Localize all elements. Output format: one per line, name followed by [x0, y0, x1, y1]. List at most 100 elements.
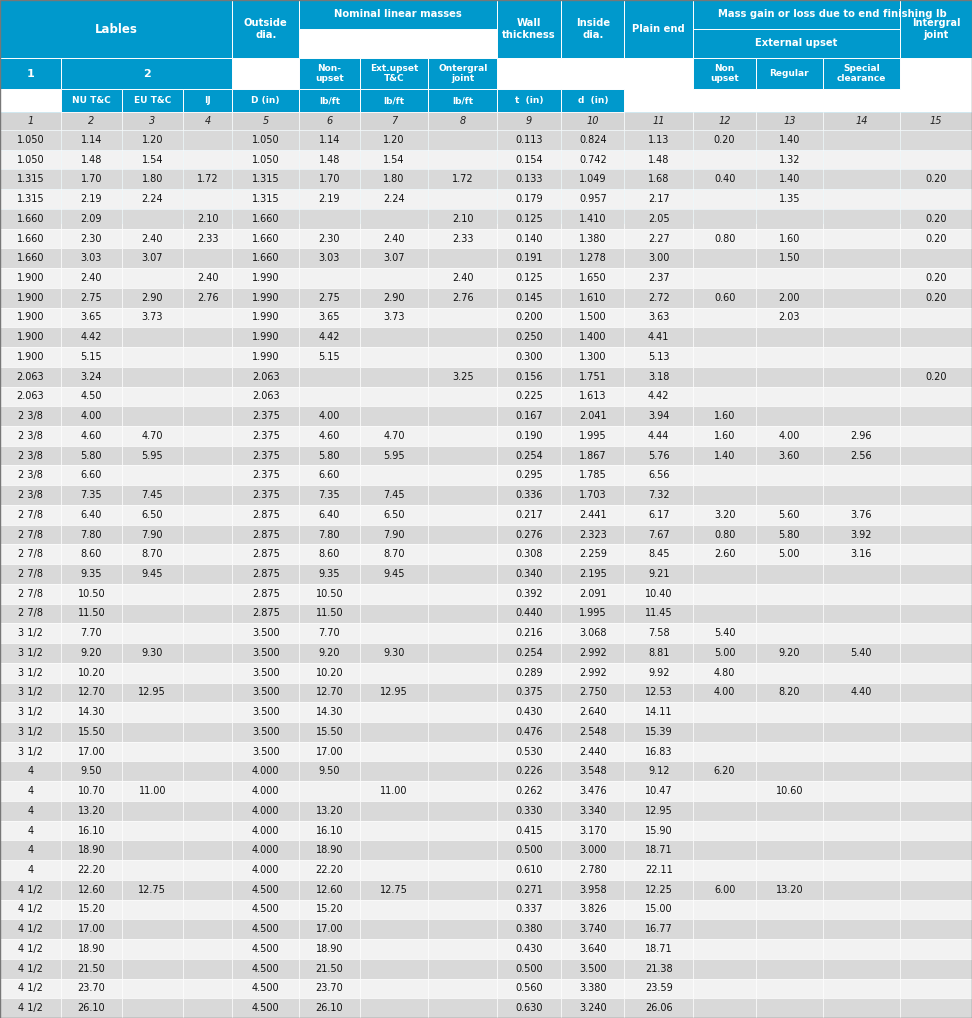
Text: 0.375: 0.375 — [515, 687, 543, 697]
Bar — [183, 189, 232, 209]
Bar — [0, 189, 61, 209]
Bar — [232, 150, 299, 169]
Bar — [232, 486, 299, 505]
Bar — [232, 682, 299, 702]
Bar — [183, 821, 232, 841]
Bar — [561, 150, 624, 169]
Bar — [232, 821, 299, 841]
Text: 0.430: 0.430 — [515, 708, 543, 717]
Bar — [693, 524, 756, 545]
Text: NU T&C: NU T&C — [72, 96, 111, 105]
Text: 8.70: 8.70 — [383, 550, 405, 559]
Text: 7.67: 7.67 — [648, 529, 670, 540]
Bar — [0, 248, 61, 268]
Bar — [429, 307, 497, 328]
Text: 1.050: 1.050 — [17, 134, 45, 145]
Text: 3 1/2: 3 1/2 — [18, 708, 43, 717]
Text: 22.20: 22.20 — [78, 865, 105, 875]
Bar — [900, 328, 972, 347]
Text: 0.289: 0.289 — [515, 668, 543, 678]
Text: Inside
dia.: Inside dia. — [575, 18, 609, 40]
Bar — [497, 446, 561, 465]
Bar — [0, 801, 61, 821]
Bar — [183, 486, 232, 505]
Text: 2 7/8: 2 7/8 — [17, 550, 43, 559]
Bar — [756, 328, 822, 347]
Bar — [561, 860, 624, 880]
Bar — [0, 406, 61, 426]
Bar — [429, 663, 497, 682]
Bar — [756, 505, 822, 524]
Text: 4 1/2: 4 1/2 — [18, 964, 43, 973]
Bar — [183, 524, 232, 545]
Text: 5.80: 5.80 — [779, 529, 800, 540]
Bar — [299, 682, 360, 702]
Text: 0.271: 0.271 — [515, 885, 543, 895]
Text: 0.179: 0.179 — [515, 194, 543, 204]
Text: 8.20: 8.20 — [779, 687, 800, 697]
Bar — [360, 545, 429, 564]
Bar — [232, 643, 299, 663]
Bar — [429, 860, 497, 880]
Text: 8.60: 8.60 — [319, 550, 340, 559]
Bar — [900, 426, 972, 446]
Bar — [497, 663, 561, 682]
Bar — [497, 366, 561, 387]
Bar — [693, 189, 756, 209]
Bar — [122, 347, 183, 366]
Bar — [299, 999, 360, 1018]
Bar — [360, 742, 429, 761]
Bar — [900, 663, 972, 682]
Bar — [693, 722, 756, 742]
Text: 4: 4 — [27, 786, 33, 796]
Bar — [756, 209, 822, 229]
Bar — [429, 426, 497, 446]
Bar — [756, 446, 822, 465]
Text: 0.254: 0.254 — [515, 647, 543, 658]
Bar — [624, 663, 693, 682]
Text: 2.440: 2.440 — [579, 746, 607, 756]
Bar — [693, 426, 756, 446]
Bar — [299, 702, 360, 722]
Bar — [61, 939, 122, 959]
Text: 4.000: 4.000 — [252, 806, 279, 815]
Text: 4: 4 — [204, 116, 211, 126]
Text: 5.80: 5.80 — [319, 451, 340, 460]
Bar — [693, 0, 972, 29]
Bar — [122, 643, 183, 663]
Bar — [61, 426, 122, 446]
Bar — [900, 623, 972, 643]
Bar — [0, 880, 61, 900]
Bar — [122, 150, 183, 169]
Bar — [299, 604, 360, 623]
Text: 7.35: 7.35 — [319, 490, 340, 500]
Text: 2.40: 2.40 — [452, 273, 473, 283]
Text: 1.14: 1.14 — [81, 134, 102, 145]
Text: Wall
thickness: Wall thickness — [503, 18, 556, 40]
Text: 6.60: 6.60 — [81, 470, 102, 480]
Text: 9.50: 9.50 — [81, 767, 102, 777]
Bar — [900, 900, 972, 919]
Bar — [900, 722, 972, 742]
Text: 4: 4 — [27, 845, 33, 855]
Bar — [360, 446, 429, 465]
Bar — [232, 545, 299, 564]
Bar — [232, 0, 299, 58]
Bar — [429, 959, 497, 978]
Text: 11.45: 11.45 — [644, 609, 673, 619]
Bar — [0, 112, 972, 224]
Bar — [561, 900, 624, 919]
Text: 11.00: 11.00 — [138, 786, 166, 796]
Bar — [0, 663, 61, 682]
Bar — [122, 366, 183, 387]
Bar — [429, 112, 497, 130]
Bar — [122, 939, 183, 959]
Text: d  (in): d (in) — [577, 96, 608, 105]
Bar — [561, 288, 624, 307]
Text: 2 7/8: 2 7/8 — [17, 510, 43, 520]
Text: 17.00: 17.00 — [316, 746, 343, 756]
Text: 10.40: 10.40 — [645, 588, 673, 599]
Text: 2.375: 2.375 — [252, 470, 280, 480]
Bar — [122, 229, 183, 248]
Bar — [299, 761, 360, 781]
